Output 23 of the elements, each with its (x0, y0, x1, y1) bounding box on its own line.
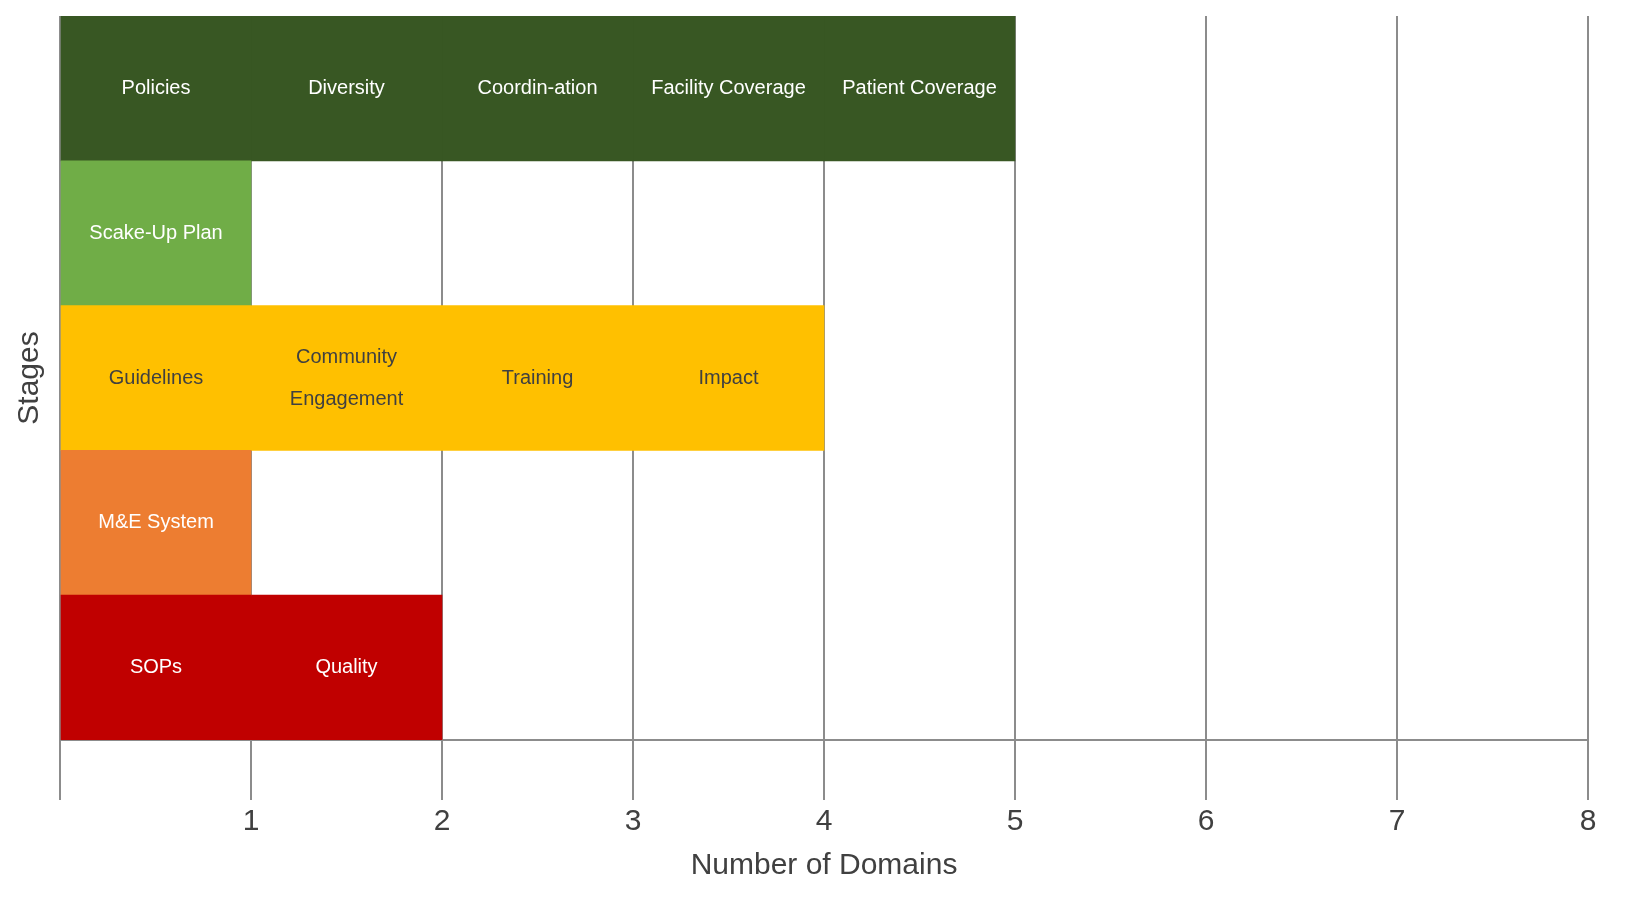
y-axis-title: Stages (11, 331, 45, 425)
data-label: Coordin-ation (477, 75, 598, 98)
data-label: Training (501, 365, 574, 388)
data-label: Impact (698, 365, 759, 388)
data-label: Patient Coverage (842, 75, 997, 98)
x-tick-label: 5 (1006, 803, 1024, 837)
data-label: SOPs (129, 655, 183, 678)
data-label: Guidelines (108, 365, 204, 388)
x-tick-label: 8 (1579, 803, 1597, 837)
x-tick-label: 1 (242, 803, 260, 837)
x-tick-label: 4 (815, 803, 833, 837)
data-label: Scake-Up Plan (89, 220, 223, 243)
x-tick-label: 2 (433, 803, 451, 837)
data-label: Community Engagement (289, 344, 404, 409)
x-tick-label: 7 (1388, 803, 1406, 837)
x-tick-label: 3 (624, 803, 642, 837)
data-label: Policies (121, 75, 191, 98)
x-axis-title: Number of Domains (690, 847, 958, 881)
data-label: Facility Coverage (651, 75, 806, 98)
data-label: M&E System (98, 510, 214, 533)
x-tick-label: 6 (1197, 803, 1215, 837)
data-label: Quality (315, 655, 378, 678)
data-label: Diversity (308, 75, 385, 98)
